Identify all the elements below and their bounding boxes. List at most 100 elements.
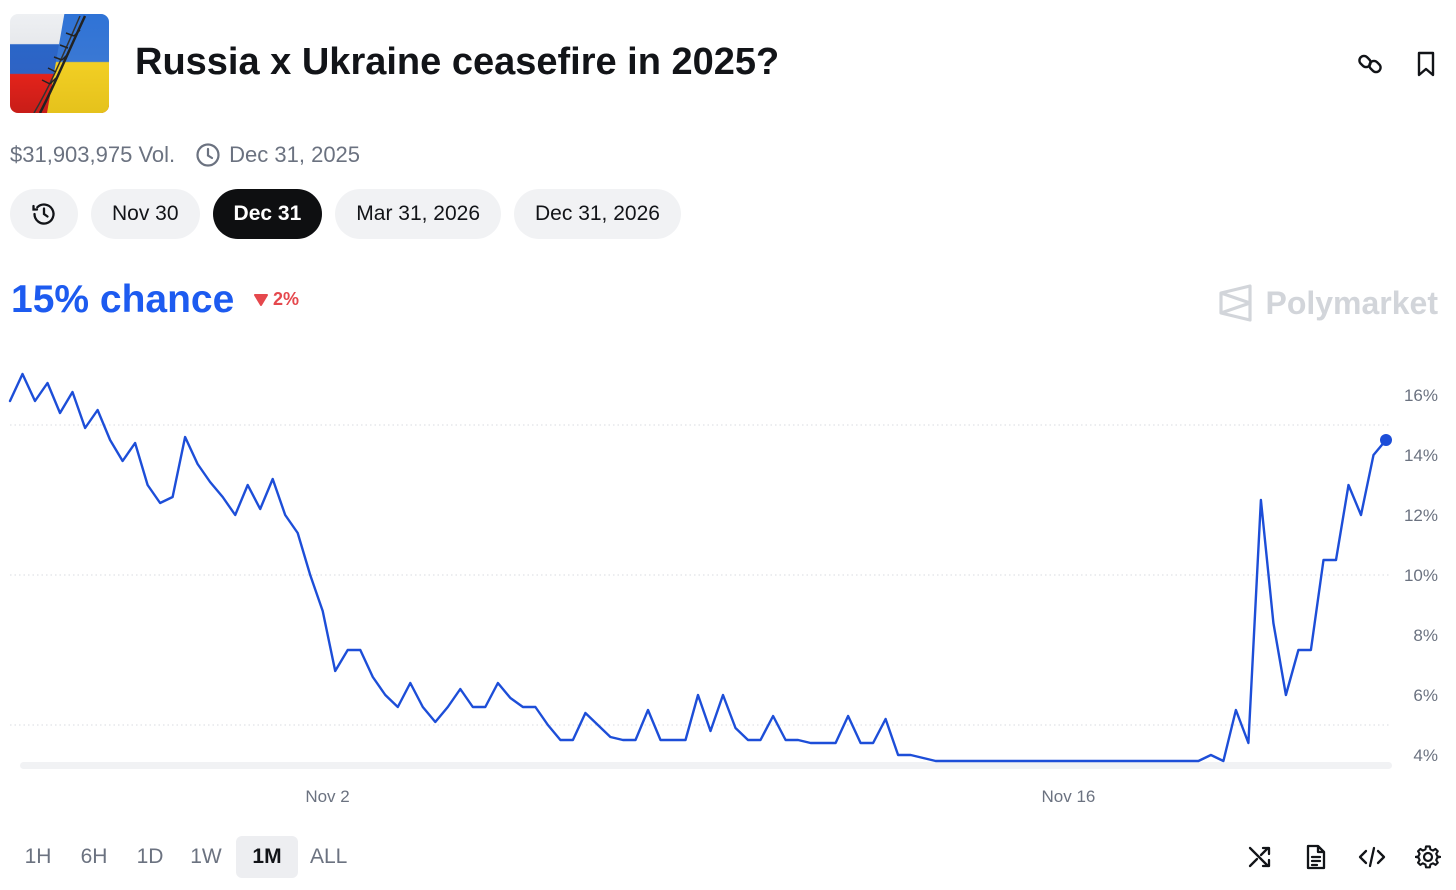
- settings-button[interactable]: [1400, 840, 1456, 874]
- data-point: [272, 478, 274, 480]
- data-point: [684, 739, 686, 741]
- history-button[interactable]: [10, 189, 78, 239]
- data-point: [384, 694, 386, 696]
- data-point: [947, 760, 949, 762]
- date-pill-dec-31[interactable]: Dec 31: [212, 189, 323, 239]
- data-point: [147, 484, 149, 486]
- data-point: [822, 742, 824, 744]
- data-point: [509, 697, 511, 699]
- volume-text: $31,903,975 Vol.: [10, 142, 176, 167]
- date-pill-dec-31-2026[interactable]: Dec 31, 2026: [514, 189, 681, 239]
- data-point: [810, 742, 812, 744]
- embed-button[interactable]: [1344, 840, 1400, 874]
- data-point: [72, 391, 74, 393]
- data-point: [109, 439, 111, 441]
- data-point: [322, 610, 324, 612]
- data-point: [184, 436, 186, 438]
- data-point: [697, 694, 699, 696]
- data-point: [247, 484, 249, 486]
- data-point: [97, 409, 99, 411]
- y-tick-label: 10%: [1404, 566, 1438, 585]
- date-pill-nov-30[interactable]: Nov 30: [91, 189, 200, 239]
- data-point: [259, 508, 261, 510]
- date-pill-mar-31-2026[interactable]: Mar 31, 2026: [335, 189, 502, 239]
- range-all[interactable]: ALL: [310, 845, 348, 868]
- chart-scrollbar[interactable]: [20, 762, 1392, 769]
- y-tick-label: 16%: [1404, 386, 1438, 405]
- data-point: [1122, 760, 1124, 762]
- range-6h[interactable]: 6H: [80, 845, 108, 868]
- data-point: [222, 496, 224, 498]
- x-tick-label: Nov 2: [305, 787, 349, 806]
- data-point: [1185, 760, 1187, 762]
- data-point: [609, 736, 611, 738]
- data-point: [1097, 760, 1099, 762]
- data-point: [522, 706, 524, 708]
- shuffle-button[interactable]: [1232, 840, 1288, 874]
- range-1h[interactable]: 1H: [24, 845, 52, 868]
- data-point: [935, 760, 937, 762]
- data-point: [459, 688, 461, 690]
- data-point: [409, 682, 411, 684]
- document-button[interactable]: [1288, 840, 1344, 874]
- price-chart[interactable]: 4% 6% 8% 10% 12% 14% 16% Nov 2 Nov 16: [0, 340, 1456, 820]
- data-point: [997, 760, 999, 762]
- data-point: [484, 706, 486, 708]
- data-point: [747, 739, 749, 741]
- data-point: [572, 739, 574, 741]
- data-point: [134, 442, 136, 444]
- data-point: [1072, 760, 1074, 762]
- data-point: [922, 757, 924, 759]
- x-axis-labels: Nov 2 Nov 16: [305, 787, 1095, 806]
- data-point: [534, 706, 536, 708]
- data-point: [1235, 709, 1237, 711]
- chance-text: 15% chance: [11, 278, 235, 321]
- data-point: [1335, 559, 1337, 561]
- data-point: [34, 400, 36, 402]
- link-icon[interactable]: [1356, 50, 1384, 78]
- data-point: [1247, 742, 1249, 744]
- market-meta: $31,903,975 Vol. Dec 31, 2025: [10, 140, 360, 170]
- data-point: [985, 760, 987, 762]
- data-point: [1272, 622, 1274, 624]
- data-point: [622, 739, 624, 741]
- time-range-selector: 1H 6H 1D 1W 1M ALL: [12, 836, 355, 878]
- range-1d[interactable]: 1D: [136, 845, 164, 868]
- data-point: [835, 742, 837, 744]
- data-point: [297, 532, 299, 534]
- data-point: [1372, 454, 1374, 456]
- data-point: [1060, 760, 1062, 762]
- change-indicator: 2%: [253, 289, 299, 310]
- data-point: [885, 718, 887, 720]
- bookmark-icon[interactable]: [1412, 50, 1440, 78]
- data-point: [584, 712, 586, 714]
- data-point: [634, 739, 636, 741]
- data-point: [960, 760, 962, 762]
- clock-icon: [196, 143, 220, 167]
- data-point: [372, 676, 374, 678]
- down-triangle-icon: [254, 293, 268, 306]
- y-axis-labels: 4% 6% 8% 10% 12% 14% 16%: [1404, 386, 1438, 765]
- data-point: [1310, 649, 1312, 651]
- data-point: [397, 706, 399, 708]
- data-point: [910, 754, 912, 756]
- data-point: [447, 706, 449, 708]
- market-title: Russia x Ukraine ceasefire in 2025?: [135, 41, 780, 83]
- data-point: [472, 706, 474, 708]
- data-point: [897, 754, 899, 756]
- code-icon: [1358, 846, 1386, 868]
- range-1m[interactable]: 1M: [236, 836, 298, 878]
- data-point: [597, 724, 599, 726]
- y-tick-label: 14%: [1404, 446, 1438, 465]
- data-point: [1147, 760, 1149, 762]
- data-point: [785, 739, 787, 741]
- data-point: [434, 721, 436, 723]
- data-point: [1110, 760, 1112, 762]
- range-1w[interactable]: 1W: [190, 845, 222, 868]
- data-point: [760, 739, 762, 741]
- data-point: [84, 427, 86, 429]
- data-point: [559, 739, 561, 741]
- data-point: [1297, 649, 1299, 651]
- data-point: [1222, 760, 1224, 762]
- data-point: [1135, 760, 1137, 762]
